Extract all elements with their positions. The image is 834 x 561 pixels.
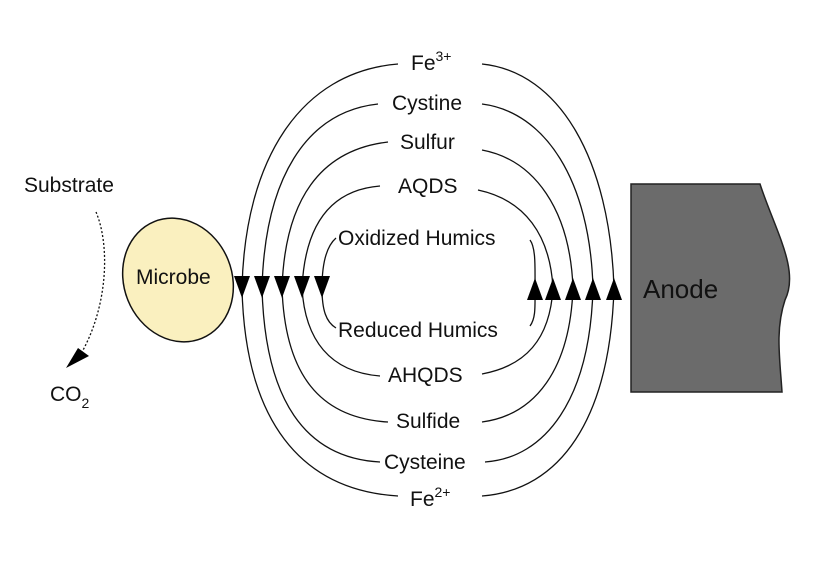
arrow-down-1 — [234, 276, 250, 298]
oxidized-humics-label: Oxidized Humics — [338, 227, 496, 250]
fe-loop-upper — [241, 63, 615, 289]
arrow-up-3 — [565, 278, 581, 300]
sulfur-loop-lower — [281, 287, 574, 423]
arrow-down-4 — [294, 276, 310, 298]
microbe-cell — [121, 217, 235, 343]
arrow-up-5 — [606, 278, 622, 300]
arrow-down-5 — [314, 276, 330, 298]
co2-label: CO2 — [50, 383, 90, 411]
arrow-down-3 — [274, 276, 290, 298]
reduced-humics-label: Reduced Humics — [338, 319, 498, 342]
substrate-label: Substrate — [24, 174, 114, 197]
cysteine-label: Cysteine — [384, 451, 466, 474]
cystine-label: Cystine — [392, 92, 462, 115]
arrow-up-1 — [527, 278, 543, 300]
anode-electrode — [630, 183, 791, 393]
sulfur-loop-upper — [281, 141, 574, 289]
fe-loop-lower — [241, 287, 615, 497]
fe2-label: Fe2+ — [410, 484, 450, 511]
arrow-up-4 — [585, 278, 601, 300]
substrate-to-co2-arc — [81, 211, 106, 353]
aqds-loop-upper — [301, 185, 554, 289]
microbe-label: Microbe — [136, 266, 211, 289]
co2-arrowhead — [66, 348, 89, 368]
sulfur-label: Sulfur — [400, 131, 455, 154]
cyst-loop-lower — [261, 287, 594, 463]
arrow-down-2 — [254, 276, 270, 298]
arrow-up-2 — [545, 278, 561, 300]
ahqds-label: AHQDS — [388, 364, 463, 387]
aqds-label: AQDS — [398, 175, 458, 198]
fe3-label: Fe3+ — [411, 48, 451, 75]
cyst-loop-upper — [261, 103, 594, 289]
anode-label: Anode — [643, 274, 718, 304]
sulfide-label: Sulfide — [396, 410, 460, 433]
aqds-loop-lower — [301, 287, 554, 377]
